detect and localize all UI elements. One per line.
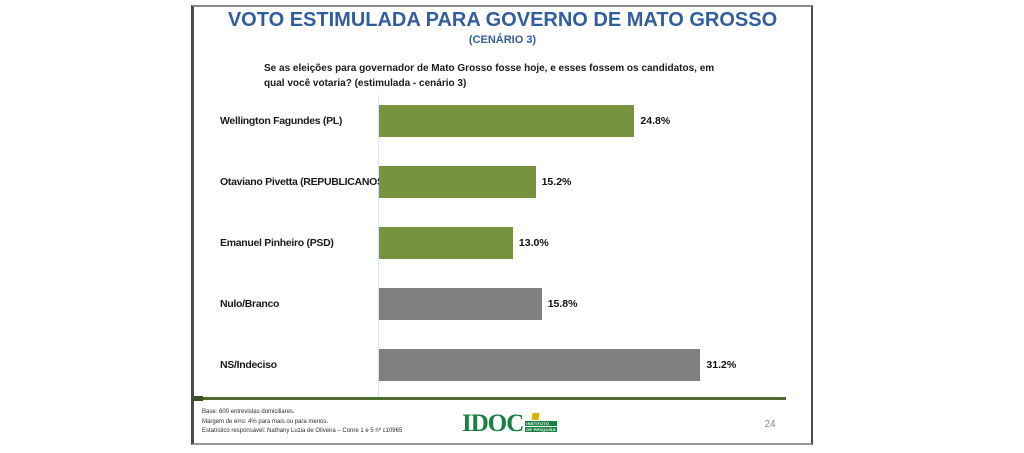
bar-track: 13.0% — [379, 227, 805, 259]
idoc-logo-tagline-2: DE PESQUISA — [525, 427, 557, 432]
footer-note-base: Base: 600 entrevistas domiciliares. — [202, 409, 295, 415]
bar-row: Otaviano Pivetta (REPUBLICANOS) 15.2% — [194, 166, 811, 198]
bar-row: Nulo/Branco 15.8% — [194, 288, 811, 320]
category-label: Nulo/Branco — [220, 298, 280, 310]
category-label: Wellington Fagundes (PL) — [220, 115, 343, 127]
page-number: 24 — [764, 419, 776, 430]
bar-value-label: 31.2% — [706, 359, 737, 371]
bar-value-label: 24.8% — [640, 115, 671, 127]
green-divider-line — [194, 397, 786, 400]
report-slide: VOTO ESTIMULADA PARA GOVERNO DE MATO GRO… — [191, 5, 813, 445]
bar — [379, 227, 513, 259]
footer-note-margin: Margem de erro: 4% para mais ou para men… — [202, 418, 329, 425]
idoc-logo-wordmark: IDOC — [462, 410, 524, 437]
survey-question: Se as eleições para governador de Mato G… — [264, 63, 715, 89]
bar-track: 15.8% — [379, 288, 805, 320]
slide-subtitle: (CENÁRIO 3) — [468, 34, 537, 46]
bar-value-label: 15.2% — [541, 176, 572, 188]
bar-track: 15.2% — [379, 166, 805, 198]
slide-title: VOTO ESTIMULADA PARA GOVERNO DE MATO GRO… — [227, 9, 778, 31]
bar — [379, 105, 635, 137]
footer-note-statistician: Estatístico responsável: Nathany Luzia d… — [202, 428, 403, 435]
footer-notes: Base: 600 entrevistas domiciliares. Marg… — [202, 408, 402, 437]
bar-track: 31.2% — [379, 349, 805, 381]
bar-row: Emanuel Pinheiro (PSD) 13.0% — [194, 227, 811, 259]
bar-track: 24.8% — [379, 105, 805, 137]
green-divider-tip — [194, 396, 203, 401]
bar — [379, 349, 701, 381]
bar-row: Wellington Fagundes (PL) 24.8% — [194, 105, 811, 137]
category-label: Otaviano Pivetta (REPUBLICANOS) — [220, 176, 387, 188]
category-label: Emanuel Pinheiro (PSD) — [220, 237, 334, 249]
bar-value-label: 15.8% — [547, 298, 578, 310]
bar-chart: Wellington Fagundes (PL) 24.8% Otaviano … — [194, 7, 811, 443]
bar-row: NS/Indeciso 31.2% — [194, 349, 811, 381]
category-label: NS/Indeciso — [220, 359, 277, 371]
category-axis-line — [378, 95, 379, 397]
bar-value-label: 13.0% — [518, 237, 549, 249]
bar — [379, 166, 536, 198]
bar — [379, 288, 542, 320]
idoc-logo: IDOC INSTITUTO DE PESQUISA — [462, 411, 557, 437]
idoc-logo-square-icon — [531, 413, 540, 420]
idoc-logo-tagline-1: INSTITUTO — [525, 421, 557, 426]
idoc-logo-mark: INSTITUTO DE PESQUISA — [525, 413, 557, 433]
